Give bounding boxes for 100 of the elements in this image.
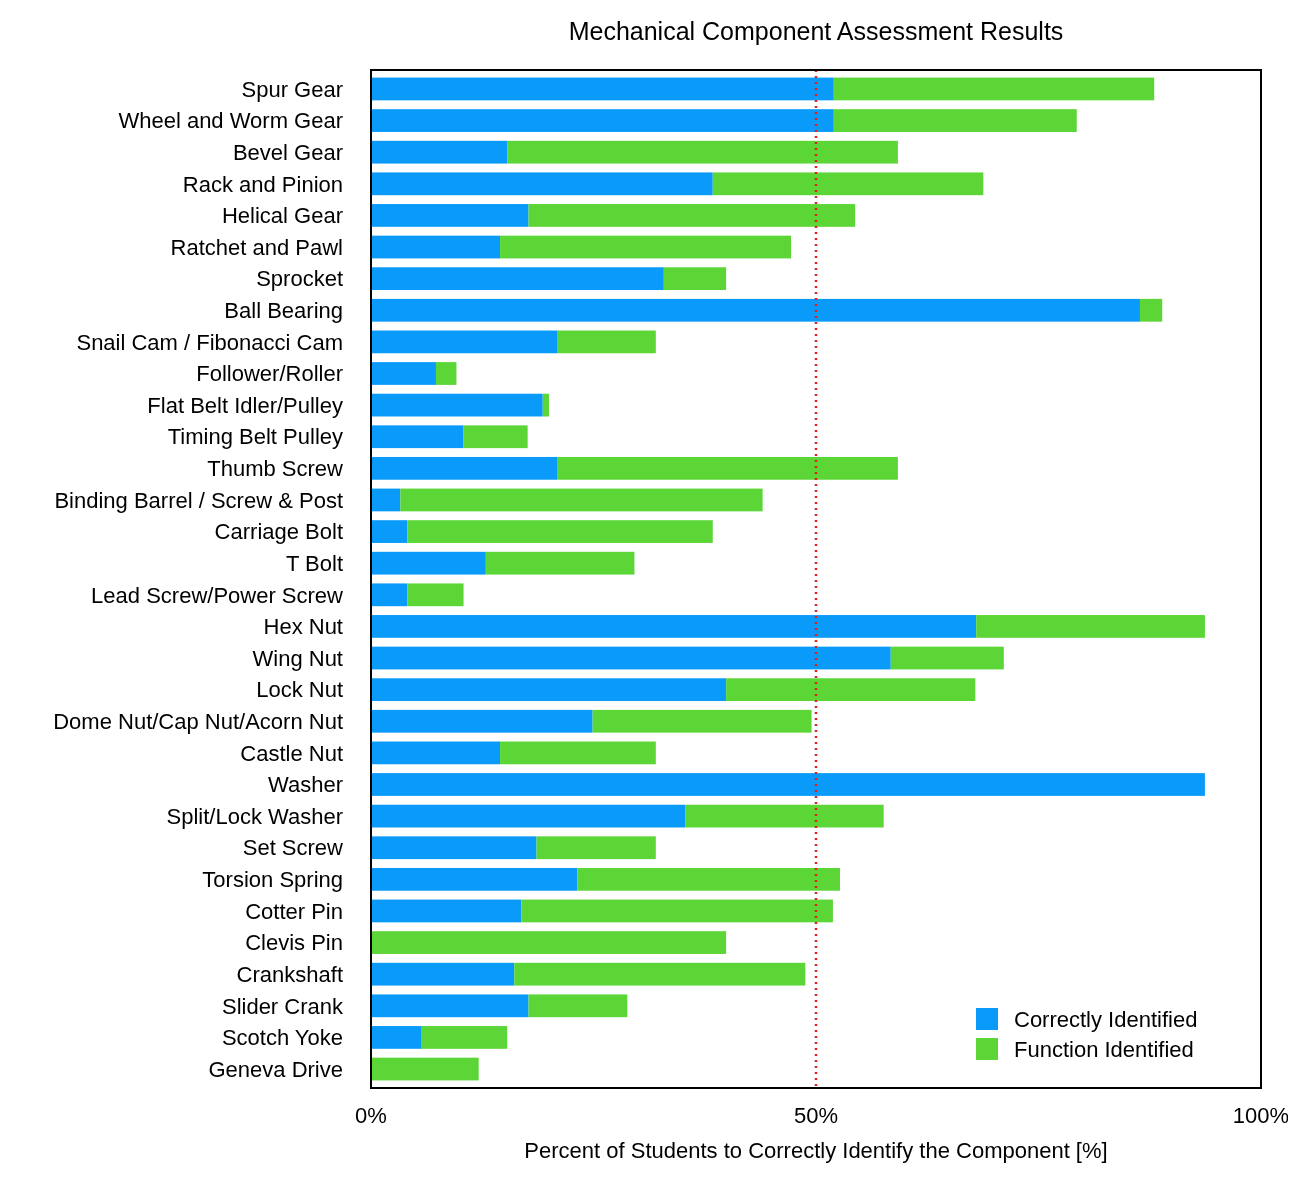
- y-tick-label: Thumb Screw: [207, 456, 344, 482]
- y-tick-label: Follower/Roller: [196, 361, 343, 387]
- y-tick-label: Cotter Pin: [245, 898, 343, 924]
- y-tick-label: Washer: [268, 772, 343, 798]
- bar: [528, 204, 856, 227]
- y-tick-label: Torsion Spring: [202, 867, 343, 893]
- bar: [500, 741, 656, 765]
- bar: [371, 393, 543, 417]
- bar: [536, 836, 656, 860]
- y-tick-label: Carriage Bolt: [214, 519, 343, 545]
- y-tick-label: Snail Cam / Fibonacci Cam: [76, 329, 343, 355]
- y-tick-label: Bevel Gear: [232, 139, 343, 165]
- y-tick-label: Binding Barrel / Screw & Post: [54, 487, 343, 513]
- y-tick-label: Hex Nut: [263, 614, 343, 640]
- y-tick-label: Crankshaft: [236, 961, 343, 987]
- bar: [833, 109, 1077, 132]
- bar: [833, 77, 1155, 101]
- bar: [463, 425, 528, 449]
- bar: [557, 330, 656, 354]
- bar: [371, 235, 501, 259]
- bar: [557, 456, 898, 480]
- bar: [371, 488, 401, 512]
- y-tick-label: Scotch Yoke: [221, 1025, 343, 1051]
- bar: [371, 204, 529, 227]
- y-tick-label: Lock Nut: [256, 677, 343, 703]
- bar: [371, 1026, 422, 1049]
- bar: [507, 140, 898, 164]
- bar: [371, 962, 515, 986]
- bar: [400, 488, 763, 512]
- bar: [371, 867, 578, 891]
- y-tick-label: Spur Gear: [241, 76, 343, 102]
- bar: [371, 678, 727, 702]
- x-tick-label: 50%: [793, 1103, 839, 1128]
- bar: [514, 962, 806, 986]
- bar: [371, 836, 537, 860]
- bar: [685, 804, 884, 828]
- bar: [371, 520, 408, 543]
- bar: [528, 994, 628, 1018]
- y-tick-label: Helical Gear: [221, 203, 343, 229]
- bar: [371, 931, 727, 954]
- bar: [371, 456, 558, 480]
- bar: [435, 362, 457, 385]
- bar: [726, 678, 976, 702]
- chart-title: Mechanical Component Assessment Results: [568, 17, 1064, 45]
- y-tick-label: Rack and Pinion: [182, 171, 343, 197]
- y-tick-label: Flat Belt Idler/Pulley: [147, 392, 343, 418]
- y-tick-label: Ball Bearing: [224, 297, 343, 323]
- bar: [371, 899, 522, 923]
- bar: [371, 267, 664, 291]
- bar: [371, 646, 891, 670]
- y-tick-label: Set Screw: [242, 835, 344, 861]
- y-tick-label: Wheel and Worm Gear: [118, 108, 343, 134]
- y-tick-label: Split/Lock Washer: [166, 803, 343, 829]
- bar: [1139, 298, 1163, 322]
- bar: [500, 235, 792, 259]
- bar: [592, 709, 812, 733]
- bar: [371, 140, 508, 164]
- y-tick-label: Dome Nut/Cap Nut/Acorn Nut: [53, 708, 343, 734]
- bar: [407, 520, 713, 543]
- y-tick-label: Sprocket: [256, 266, 343, 292]
- y-tick-label: Geneva Drive: [208, 1056, 343, 1082]
- bar: [371, 583, 408, 607]
- bar: [890, 646, 1004, 670]
- bar: [371, 615, 977, 638]
- bar: [371, 362, 436, 385]
- bar: [421, 1026, 508, 1049]
- x-tick-label: 0%: [355, 1103, 387, 1128]
- bar: [371, 804, 686, 828]
- bar: [542, 393, 549, 417]
- bar: [521, 899, 833, 923]
- bar: [577, 867, 841, 891]
- bar: [371, 709, 593, 733]
- bar: [712, 172, 984, 196]
- y-tick-label: Castle Nut: [240, 740, 343, 766]
- bar: [485, 551, 635, 575]
- bar: [371, 298, 1140, 322]
- x-axis-title: Percent of Students to Correctly Identify the Component [%]: [524, 1138, 1108, 1163]
- bar: [371, 172, 713, 196]
- bar: [976, 615, 1205, 638]
- bar: [371, 425, 464, 449]
- y-tick-label: Wing Nut: [252, 645, 343, 671]
- x-tick-label: 100%: [1232, 1103, 1290, 1128]
- y-tick-label: Slider Crank: [221, 993, 344, 1019]
- bar: [371, 109, 834, 132]
- bar: [371, 741, 501, 765]
- bar: [371, 330, 558, 354]
- bar: [371, 551, 486, 575]
- y-tick-label: Lead Screw/Power Screw: [91, 582, 344, 608]
- y-tick-label: Clevis Pin: [245, 930, 343, 956]
- bar: [371, 994, 529, 1018]
- bar: [663, 267, 727, 291]
- y-tick-label: Ratchet and Pawl: [170, 234, 343, 260]
- bar: [371, 1057, 479, 1081]
- legend-label: Function Identified: [1014, 1036, 1194, 1062]
- legend-label: Correctly Identified: [1014, 1006, 1198, 1032]
- bar: [371, 773, 1205, 796]
- y-tick-label: T Bolt: [285, 550, 343, 576]
- bar: [407, 583, 464, 607]
- bar: [371, 77, 834, 101]
- y-tick-label: Timing Belt Pulley: [167, 424, 343, 450]
